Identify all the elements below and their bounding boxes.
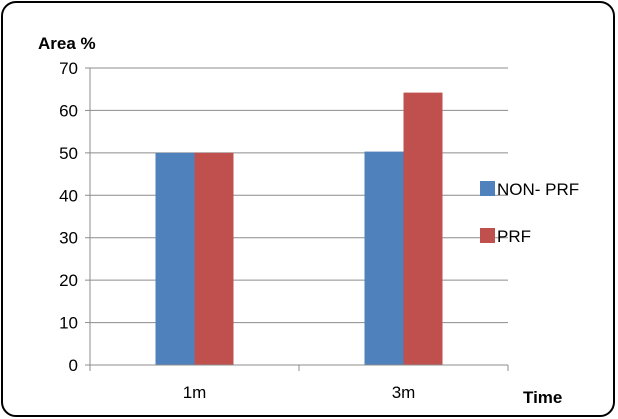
legend-swatch xyxy=(480,228,495,243)
y-tick-label: 60 xyxy=(59,101,78,120)
bar xyxy=(364,151,404,365)
bar xyxy=(155,152,195,365)
y-axis-title: Area % xyxy=(38,34,96,53)
x-tick-label: 3m xyxy=(392,383,416,402)
legend-label: PRF xyxy=(497,227,531,246)
y-tick-label: 50 xyxy=(59,144,78,163)
bar xyxy=(194,152,234,365)
y-tick-label: 20 xyxy=(59,271,78,290)
y-tick-label: 10 xyxy=(59,314,78,333)
axes: 0 10 20 30 40 50 60 70 1m 3m xyxy=(59,59,509,402)
bar xyxy=(403,92,443,365)
y-tick-label: 30 xyxy=(59,229,78,248)
legend: NON- PRF PRF xyxy=(480,180,579,246)
x-tick-label: 1m xyxy=(183,383,207,402)
y-tick-label: 40 xyxy=(59,186,78,205)
legend-label: NON- PRF xyxy=(497,180,579,199)
legend-swatch xyxy=(480,181,495,196)
y-tick-label: 0 xyxy=(69,356,78,375)
y-tick-label: 70 xyxy=(59,59,78,78)
x-axis-title: Time xyxy=(523,388,562,407)
bars xyxy=(155,92,443,365)
